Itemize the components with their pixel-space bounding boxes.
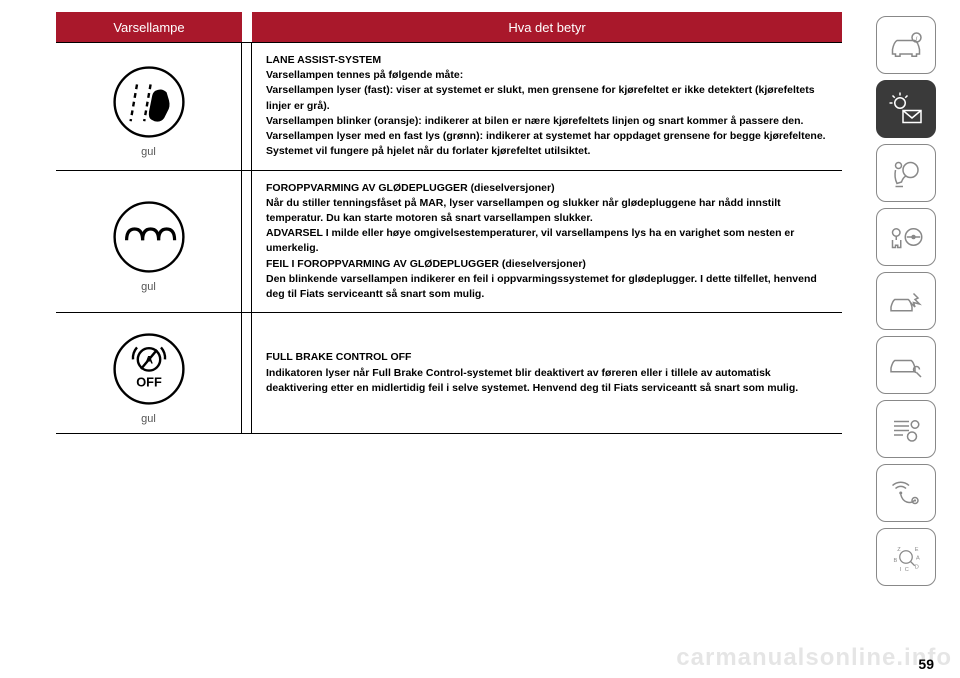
- sidebar-item-lamp-mail[interactable]: [876, 80, 936, 138]
- desc-cell: LANE ASSIST-SYSTEM Varsellampen tennes p…: [252, 43, 842, 170]
- row-gap: [242, 43, 252, 170]
- list-gear-icon: [888, 411, 924, 447]
- glow-plug-icon: [109, 197, 189, 277]
- airbag-icon: [888, 155, 924, 191]
- warning-table: Varsellampe Hva det betyr gul LANE ASSIS…: [56, 12, 842, 434]
- lane-assist-icon: [109, 62, 189, 142]
- table-header-row: Varsellampe Hva det betyr: [56, 12, 842, 42]
- svg-text:D: D: [915, 564, 919, 570]
- table-row: A OFF gul FULL BRAKE CONTROL OFF Indikat…: [56, 313, 842, 434]
- svg-text:B: B: [894, 558, 898, 564]
- lamp-cell: gul: [56, 171, 242, 313]
- row-body: Varsellampen tennes på følgende måte: Va…: [266, 69, 826, 157]
- car-wrench-icon: [888, 347, 924, 383]
- sidebar-item-list-gear[interactable]: [876, 400, 936, 458]
- radio-nav-icon: [888, 475, 924, 511]
- sidebar-item-car-crash[interactable]: [876, 272, 936, 330]
- car-info-icon: i: [888, 27, 924, 63]
- lamp-color-label: gul: [141, 413, 156, 425]
- full-brake-control-off-icon: A OFF: [109, 329, 189, 409]
- row-title: FULL BRAKE CONTROL OFF: [266, 350, 832, 365]
- header-desc: Hva det betyr: [252, 12, 842, 42]
- table-row: gul FOROPPVARMING AV GLØDEPLUGGER (diese…: [56, 171, 842, 314]
- lamp-color-label: gul: [141, 146, 156, 158]
- table-row: gul LANE ASSIST-SYSTEM Varsellampen tenn…: [56, 42, 842, 171]
- row-gap: [242, 313, 252, 433]
- sidebar-item-key-wheel[interactable]: [876, 208, 936, 266]
- sidebar-item-car-wrench[interactable]: [876, 336, 936, 394]
- svg-text:E: E: [915, 547, 919, 553]
- row-gap: [242, 171, 252, 313]
- sidebar-item-airbag[interactable]: [876, 144, 936, 202]
- sidebar-item-car-info[interactable]: i: [876, 16, 936, 74]
- svg-text:A: A: [916, 556, 920, 562]
- sidebar-item-radio-nav[interactable]: [876, 464, 936, 522]
- lamp-cell: gul: [56, 43, 242, 170]
- header-lamp: Varsellampe: [56, 12, 242, 42]
- lamp-mail-icon: [888, 91, 924, 127]
- row-body: Når du stiller tenningsfåset på MAR, lys…: [266, 197, 817, 300]
- row-body: Indikatoren lyser når Full Brake Control…: [266, 366, 832, 396]
- svg-text:Z: Z: [897, 547, 901, 553]
- index-icon: Z E A D C I B: [891, 542, 921, 572]
- key-wheel-icon: [888, 219, 924, 255]
- svg-text:OFF: OFF: [136, 375, 162, 390]
- car-crash-icon: [888, 283, 924, 319]
- lamp-cell: A OFF gul: [56, 313, 242, 433]
- page-root: Varsellampe Hva det betyr gul LANE ASSIS…: [0, 0, 960, 678]
- desc-cell: FULL BRAKE CONTROL OFF Indikatoren lyser…: [252, 313, 842, 433]
- row-title: FOROPPVARMING AV GLØDEPLUGGER (dieselver…: [266, 181, 832, 196]
- row-title: LANE ASSIST-SYSTEM: [266, 53, 832, 68]
- svg-text:I: I: [900, 567, 902, 572]
- desc-cell: FOROPPVARMING AV GLØDEPLUGGER (dieselver…: [252, 171, 842, 313]
- svg-text:C: C: [905, 567, 909, 572]
- watermark: carmanualsonline.info: [668, 638, 960, 678]
- header-gap: [242, 12, 252, 42]
- sidebar-item-index[interactable]: Z E A D C I B: [876, 528, 936, 586]
- lamp-color-label: gul: [141, 281, 156, 293]
- sidebar: i: [876, 16, 936, 586]
